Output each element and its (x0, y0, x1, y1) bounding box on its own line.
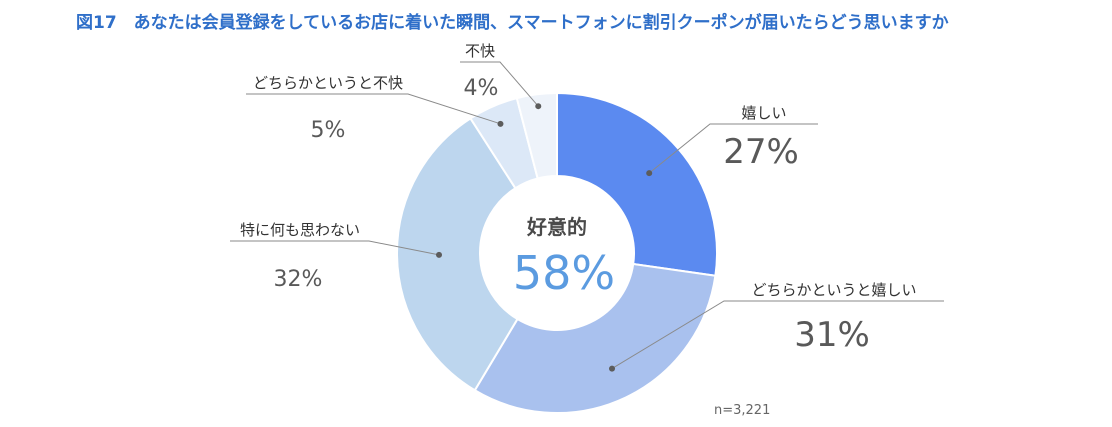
leaders-layer (230, 61, 944, 372)
slice-label-2: どちらかというと嬉しい (751, 281, 916, 299)
leader-dot-2 (609, 365, 616, 372)
slice-label-4: どちらかというと不快 (253, 74, 403, 92)
slice-value-5: 4% (464, 76, 499, 101)
slice-value-1: 27% (723, 132, 799, 172)
center-percentage: 58% (513, 246, 615, 300)
sample-size-note: n=3,221 (714, 403, 771, 418)
center-label: 好意的 (526, 215, 587, 239)
slice-label-5: 不快 (465, 42, 495, 60)
slice-label-1: 嬉しい (741, 104, 786, 122)
leader-line-5 (460, 61, 539, 107)
slice-value-2: 31% (794, 315, 870, 355)
leader-dot-3 (436, 251, 443, 258)
slice-label-3: 特に何も思わない (240, 221, 360, 239)
leader-line-2 (611, 300, 944, 370)
donut-hole (480, 176, 634, 330)
leader-dot-4 (497, 120, 504, 127)
slice-value-4: 5% (311, 118, 346, 143)
leader-line-3 (230, 240, 440, 256)
leader-line-1 (648, 123, 818, 174)
leader-dot-1 (646, 170, 653, 177)
slices-layer (396, 91, 718, 414)
labels-layer: 嬉しい 27% どちらかというと嬉しい 31% 特に何も思わない 32% どちらかというと不… (240, 42, 917, 355)
slice-value-3: 32% (274, 267, 323, 292)
leader-line-4 (246, 93, 501, 125)
chart-title: 図17 あなたは会員登録をしているお店に着いた瞬間、スマートフォンに割引クーポン… (76, 13, 949, 33)
leader-dot-5 (535, 103, 542, 110)
